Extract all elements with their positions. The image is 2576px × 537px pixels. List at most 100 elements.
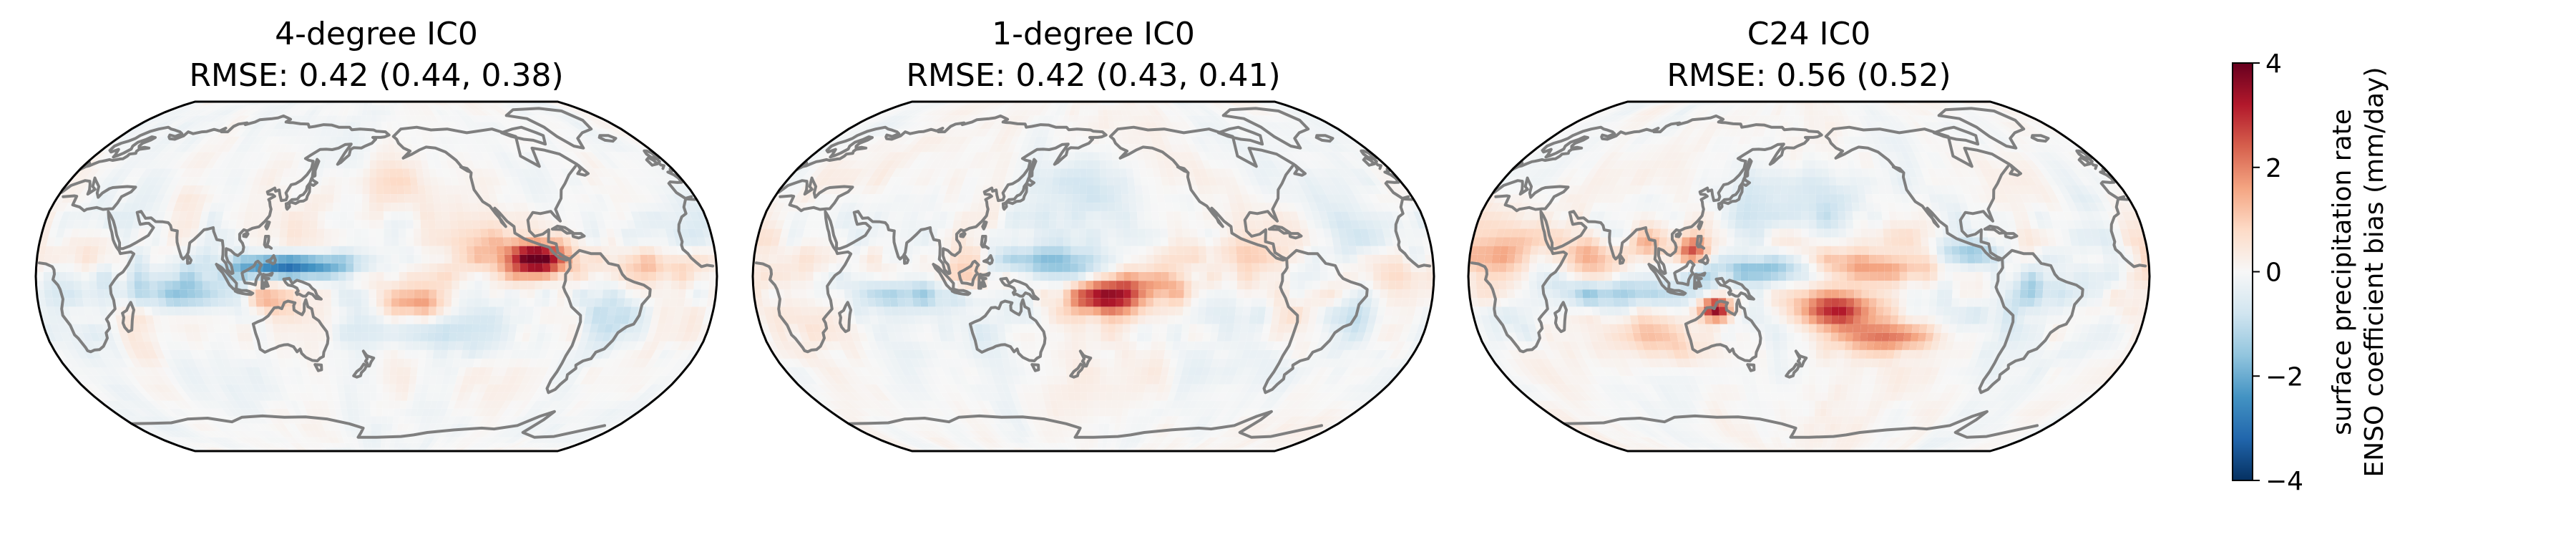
bias-cell: [996, 437, 1008, 443]
bias-cell: [333, 349, 341, 359]
bias-cell: [159, 306, 168, 316]
bias-cell: [376, 306, 384, 316]
bias-cell: [157, 408, 172, 417]
bias-cell: [270, 246, 279, 255]
bias-cell: [545, 220, 555, 229]
bias-cell: [557, 332, 567, 342]
bias-cell: [436, 281, 445, 290]
bias-cell: [421, 437, 430, 443]
bias-cell: [1052, 430, 1060, 437]
bias-cell: [94, 358, 107, 367]
bias-cell: [404, 136, 412, 145]
bias-cell: [518, 144, 530, 153]
bias-cell: [369, 324, 376, 333]
bias-cell: [401, 392, 409, 401]
bias-cell: [444, 110, 454, 116]
bias-cell: [924, 442, 940, 448]
bias-cell: [407, 423, 415, 431]
bias-cell: [326, 194, 334, 203]
bias-cell: [256, 306, 265, 316]
bias-cell: [567, 324, 577, 333]
bias-cell: [363, 375, 370, 384]
bias-cell: [384, 246, 392, 255]
bias-cell: [667, 306, 677, 316]
bias-cell: [214, 168, 225, 178]
bias-cell: [1284, 392, 1297, 401]
bias-cell: [608, 144, 623, 153]
bias-cell: [452, 271, 460, 281]
bias-cell: [195, 430, 212, 437]
bias-cell: [1057, 430, 1065, 437]
bias-cell: [1053, 384, 1062, 393]
bias-cell: [414, 289, 422, 299]
bias-cell: [920, 442, 936, 448]
bias-cell: [278, 122, 289, 130]
bias-cell: [593, 168, 606, 178]
bias-cell: [572, 263, 581, 272]
bias-cell: [1198, 392, 1209, 401]
bias-cell: [613, 400, 629, 409]
bias-cell: [459, 298, 467, 307]
bias-cell: [519, 271, 528, 281]
bias-cell: [611, 220, 621, 229]
bias-cell: [1226, 442, 1239, 448]
bias-cell: [1140, 442, 1148, 448]
bias-cell: [610, 129, 627, 137]
bias-cell: [493, 185, 504, 195]
bias-cell: [311, 423, 320, 431]
bias-cell: [202, 122, 217, 130]
bias-cell: [514, 185, 525, 195]
bias-cell: [66, 263, 74, 272]
bias-cell: [405, 203, 413, 212]
bias-cell: [945, 408, 957, 417]
bias-cell: [381, 110, 386, 116]
bias-cell: [472, 220, 480, 229]
bias-cell: [323, 384, 332, 393]
bias-cell: [483, 430, 495, 437]
bias-cell: [508, 437, 522, 443]
bias-cell: [204, 367, 215, 376]
bias-cell: [185, 384, 198, 393]
bias-cell: [1202, 416, 1213, 424]
bias-cell: [1247, 400, 1260, 409]
bias-cell: [340, 105, 347, 110]
bias-cell: [436, 177, 446, 185]
bias-cell: [353, 306, 362, 316]
bias-cell: [286, 237, 295, 246]
bias-cell: [105, 298, 114, 307]
bias-cell: [485, 211, 494, 221]
bias-cell: [503, 306, 512, 316]
bias-cell: [137, 122, 155, 130]
bias-cell: [1065, 416, 1072, 424]
bias-cell: [587, 211, 597, 221]
bias-cell: [643, 194, 656, 203]
bias-cell: [280, 367, 289, 376]
bias-cell: [527, 289, 535, 299]
bias-cell: [496, 416, 507, 424]
bias-cell: [421, 384, 429, 393]
bias-cell: [991, 392, 1001, 401]
bias-cell: [567, 423, 583, 431]
bias-cell: [361, 324, 369, 333]
bias-cell: [685, 289, 694, 299]
bias-cell: [279, 315, 288, 324]
bias-cell: [396, 423, 404, 431]
bias-cell: [1342, 400, 1358, 409]
bias-cell: [641, 203, 653, 212]
bias-cell: [1373, 384, 1390, 393]
bias-cell: [384, 341, 391, 350]
bias-cell: [248, 237, 258, 246]
bias-cell: [296, 203, 305, 212]
bias-cell: [615, 306, 624, 316]
bias-cell: [311, 194, 321, 203]
bias-cell: [595, 144, 610, 153]
bias-cell: [1014, 384, 1024, 393]
bias-cell: [349, 168, 357, 178]
bias-cell: [665, 375, 680, 384]
bias-cell: [580, 271, 588, 281]
bias-cell: [147, 375, 160, 384]
bias-cell: [316, 423, 325, 431]
bias-cell: [623, 332, 634, 342]
bias-cell: [970, 400, 981, 409]
bias-cell: [274, 203, 283, 212]
